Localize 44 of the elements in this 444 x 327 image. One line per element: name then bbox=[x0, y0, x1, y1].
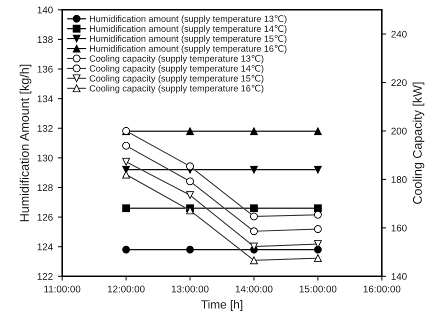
y-tick-label: 136 bbox=[38, 66, 53, 73]
legend-label: Cooling capacity (supply temperature 16℃) bbox=[90, 84, 264, 94]
legend-label: Cooling capacity (supply temperature 14℃) bbox=[90, 64, 264, 74]
legend-label: Humidification amount (supply temperature 16℃) bbox=[90, 45, 286, 54]
point bbox=[122, 246, 130, 254]
y-tick-label: 138 bbox=[38, 36, 53, 44]
legend-label: Humidification amount (supply temperature 14℃) bbox=[90, 25, 286, 34]
y-tick-label: 122 bbox=[38, 273, 53, 280]
y2-tick-label: 240 bbox=[391, 30, 407, 38]
point bbox=[314, 127, 322, 136]
legend-label: Cooling capacity (supply temperature 13℃) bbox=[90, 54, 264, 64]
y2-tick-label: 160 bbox=[392, 224, 407, 232]
y2-tick-label: 220 bbox=[391, 79, 407, 86]
y-tick-label: 134 bbox=[38, 95, 53, 102]
y-tick-label: 132 bbox=[38, 124, 53, 132]
x-tick-label: 15:00:00 bbox=[300, 286, 336, 292]
point bbox=[314, 204, 322, 212]
y-tick-label: 130 bbox=[38, 154, 53, 162]
y-axis-title: Humidification Amount [kg/h] bbox=[20, 64, 32, 222]
legend-label: Cooling capacity (supply temperature 15℃) bbox=[90, 74, 264, 84]
point bbox=[250, 166, 258, 174]
y2-axis-title: Cooling Capacity [kW] bbox=[412, 82, 424, 204]
y-tick-label: 124 bbox=[38, 243, 53, 250]
point bbox=[314, 246, 322, 254]
legend-label: Humidification amount (supply temperature 15℃) bbox=[90, 35, 286, 44]
point bbox=[314, 166, 322, 174]
x-tick-label: 12:00:00 bbox=[108, 286, 145, 292]
x-tick-label: 14:00:00 bbox=[236, 286, 273, 292]
x-tick-label: 16:00:00 bbox=[364, 286, 400, 292]
x-tick-label: 11:00:00 bbox=[44, 286, 80, 292]
x-tick-label: 13:00:00 bbox=[172, 286, 209, 292]
y-tick-label: 140 bbox=[38, 6, 53, 14]
y2-tick-label: 140 bbox=[392, 273, 407, 280]
point bbox=[250, 204, 258, 212]
x-axis-title: Time [h] bbox=[201, 300, 242, 311]
y-tick-label: 128 bbox=[38, 184, 53, 192]
point bbox=[186, 127, 194, 136]
y2-tick-label: 180 bbox=[392, 176, 407, 184]
point bbox=[122, 204, 130, 212]
y-tick-label: 126 bbox=[38, 214, 53, 221]
legend-label: Humidification amount (supply temperature 13℃) bbox=[90, 15, 286, 24]
point bbox=[250, 127, 258, 136]
y2-tick-label: 200 bbox=[391, 128, 407, 135]
point bbox=[186, 246, 194, 254]
